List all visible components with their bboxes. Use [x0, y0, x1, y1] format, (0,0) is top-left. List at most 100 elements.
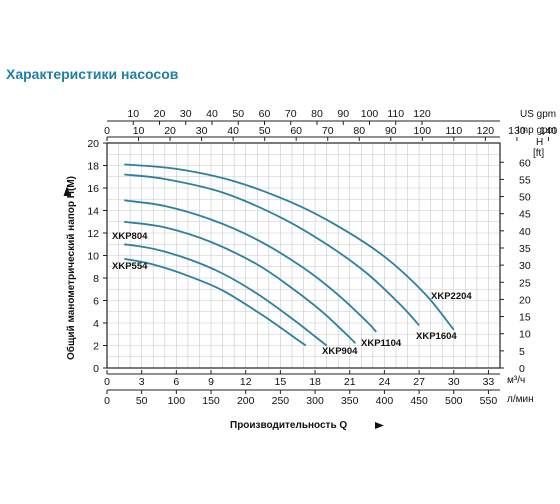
ft-tick-label: 55 — [519, 174, 531, 186]
lmin-tick-label: 50 — [136, 395, 148, 407]
series-label-xkp904: XKP904 — [322, 346, 358, 357]
lmin-tick-label: 350 — [341, 395, 359, 407]
series-label-xkp804: XKP804 — [112, 231, 148, 242]
imp-gpm-unit-label: Imp gpm — [517, 125, 556, 136]
imp-gpm-tick-label: 70 — [322, 125, 334, 137]
imp-gpm-tick-label: 130 — [508, 125, 526, 137]
y-tick-label: 16 — [87, 183, 99, 195]
us-gpm-tick-label: 60 — [259, 108, 271, 120]
curve-xkp904 — [124, 220, 357, 344]
m3h-tick-label: 27 — [413, 376, 425, 388]
us-gpm-tick-label: 100 — [361, 108, 379, 120]
ft-unit-label: [ft] — [533, 148, 544, 159]
ft-tick-label: 30 — [519, 260, 531, 272]
m3h-tick-label: 21 — [344, 376, 356, 388]
lmin-tick-label: 250 — [272, 395, 290, 407]
y-axis-arrow-icon — [63, 186, 71, 196]
y-tick-label: 4 — [93, 318, 99, 330]
imp-gpm-tick-label: 40 — [227, 125, 239, 137]
m3h-tick-label: 30 — [448, 376, 460, 388]
us-gpm-tick-label: 30 — [180, 108, 192, 120]
imp-gpm-tick-label: 10 — [133, 125, 145, 137]
series-label-xkp554: XKP554 — [112, 261, 148, 272]
ft-tick-label: 60 — [519, 157, 531, 169]
m3h-tick-label: 6 — [173, 376, 179, 388]
m3h-unit-label: м³/ч — [507, 375, 525, 386]
lmin-tick-label: 400 — [376, 395, 394, 407]
series-label-xkp1104: XKP1104 — [361, 338, 402, 349]
imp-gpm-tick-label: 110 — [445, 125, 462, 137]
curve-xkp2204 — [124, 163, 455, 331]
ft-tick-label: 25 — [519, 277, 531, 289]
us-gpm-unit-label: US gpm — [520, 109, 556, 120]
lmin-tick-label: 450 — [410, 395, 428, 407]
imp-gpm-tick-label: 120 — [477, 125, 495, 137]
y-tick-label: 20 — [87, 138, 99, 150]
imp-gpm-tick-label: 100 — [414, 125, 432, 137]
imp-gpm-tick-label: 60 — [290, 125, 302, 137]
curve-xkp804 — [124, 243, 328, 347]
m3h-tick-label: 3 — [139, 376, 145, 388]
plot-frame — [103, 120, 549, 394]
page-title: Характеристики насосов — [6, 66, 179, 82]
ft-tick-label: 40 — [519, 226, 531, 238]
grid-lines — [107, 143, 500, 368]
lmin-tick-label: 0 — [104, 395, 110, 407]
series-label-xkp1604: XKP1604 — [416, 331, 457, 342]
tick-labels: 0246810121416182005101520253035404550556… — [87, 108, 558, 407]
imp-gpm-tick-label: 80 — [353, 125, 365, 137]
x-axis-arrow-icon — [375, 422, 384, 429]
y-tick-label: 14 — [87, 206, 99, 218]
lmin-tick-label: 200 — [237, 395, 255, 407]
ft-tick-label: 0 — [519, 363, 525, 375]
ft-tick-label: 20 — [519, 294, 531, 306]
lmin-tick-label: 550 — [480, 395, 498, 407]
us-gpm-tick-label: 70 — [285, 108, 297, 120]
ft-tick-label: 35 — [519, 243, 531, 255]
x-axis-label: Производительность Q — [230, 420, 347, 431]
ft-tick-label: 5 — [519, 346, 525, 358]
us-gpm-tick-label: 110 — [387, 108, 404, 120]
curve-xkp554 — [124, 258, 307, 347]
ft-tick-label: 50 — [519, 192, 531, 204]
lmin-tick-label: 100 — [168, 395, 186, 407]
m3h-tick-label: 18 — [309, 376, 321, 388]
us-gpm-tick-label: 10 — [127, 108, 139, 120]
ft-tick-label: 45 — [519, 209, 531, 221]
h-unit-label: H — [536, 137, 543, 148]
y-tick-label: 0 — [93, 363, 99, 375]
y-tick-label: 8 — [93, 273, 99, 285]
imp-gpm-tick-label: 140 — [540, 125, 558, 137]
us-gpm-tick-label: 120 — [413, 108, 431, 120]
us-gpm-tick-label: 40 — [206, 108, 218, 120]
m3h-tick-label: 9 — [208, 376, 214, 388]
ft-tick-label: 10 — [519, 329, 531, 341]
imp-gpm-tick-label: 30 — [196, 125, 208, 137]
lmin-tick-label: 300 — [306, 395, 324, 407]
y-axis-label: Общий манометрический напор H(M) — [65, 176, 77, 360]
m3h-tick-label: 0 — [104, 376, 110, 388]
y-tick-label: 6 — [93, 296, 99, 308]
y-tick-label: 12 — [87, 228, 99, 240]
imp-gpm-tick-label: 90 — [385, 125, 397, 137]
lmin-tick-label: 150 — [202, 395, 220, 407]
imp-gpm-tick-label: 20 — [164, 125, 176, 137]
ft-tick-label: 15 — [519, 312, 531, 324]
us-gpm-tick-label: 20 — [154, 108, 166, 120]
imp-gpm-tick-label: 0 — [104, 125, 110, 137]
us-gpm-tick-label: 80 — [311, 108, 323, 120]
m3h-tick-label: 12 — [240, 376, 252, 388]
lmin-unit-label: л/мин — [507, 394, 534, 405]
performance-curves — [124, 163, 455, 347]
series-label-xkp2204: XKP2204 — [431, 291, 472, 302]
m3h-tick-label: 33 — [483, 376, 495, 388]
us-gpm-tick-label: 90 — [337, 108, 349, 120]
y-tick-label: 2 — [93, 341, 99, 353]
m3h-tick-label: 15 — [275, 376, 287, 388]
us-gpm-tick-label: 50 — [232, 108, 244, 120]
y-tick-label: 10 — [87, 251, 99, 263]
imp-gpm-tick-label: 50 — [259, 125, 271, 137]
curve-xkp1104 — [124, 199, 377, 333]
m3h-tick-label: 24 — [379, 376, 391, 388]
